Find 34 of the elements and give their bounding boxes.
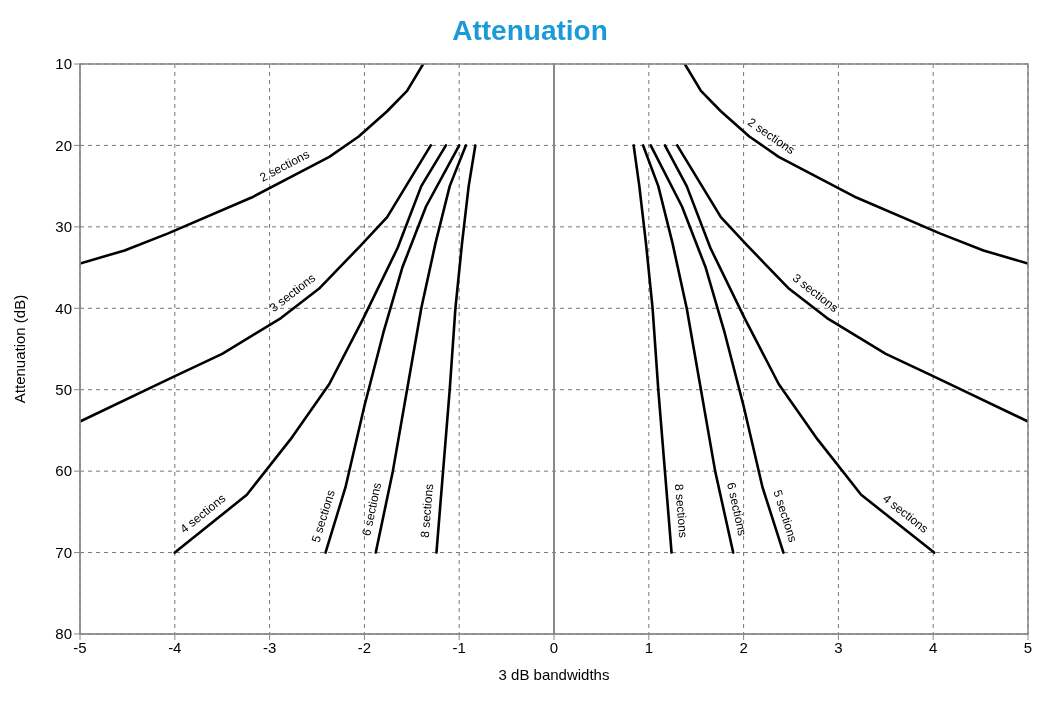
x-tick-label: -4 bbox=[168, 638, 182, 656]
y-tick-label: 70 bbox=[55, 543, 72, 561]
line-series bbox=[632, 144, 673, 554]
x-tick-label: 4 bbox=[929, 638, 938, 656]
x-tick-label: -5 bbox=[73, 638, 87, 656]
y-tick-label: 30 bbox=[55, 218, 72, 236]
text: 6 sections bbox=[724, 481, 750, 537]
text: 8 sections bbox=[671, 483, 691, 539]
text: 5 sections bbox=[308, 488, 338, 545]
y-axis-title: Attenuation (dB) bbox=[11, 294, 29, 404]
x-axis-title: 3 dB bandwidths bbox=[498, 666, 610, 683]
x-tick-label: -3 bbox=[262, 638, 277, 656]
y-tick-label: 50 bbox=[55, 381, 72, 399]
text: 5 sections bbox=[770, 488, 801, 544]
y-tick-label: 60 bbox=[55, 462, 72, 480]
y-tick-label: 20 bbox=[55, 136, 72, 154]
x-tick-label: -1 bbox=[452, 638, 466, 656]
x-tick-label: -2 bbox=[357, 638, 372, 656]
y-tick-label: 40 bbox=[55, 299, 72, 317]
line-series bbox=[173, 144, 448, 554]
chart-title: Attenuation bbox=[451, 14, 609, 48]
text: 6 sections bbox=[359, 481, 385, 538]
x-tick-label: 2 bbox=[739, 638, 748, 656]
line-series bbox=[80, 64, 425, 265]
y-tick-label: 10 bbox=[55, 55, 72, 73]
line-series bbox=[80, 144, 433, 423]
x-tick-label: 0 bbox=[549, 638, 559, 656]
x-tick-label: 3 bbox=[834, 638, 843, 656]
x-tick-label: 5 bbox=[1023, 638, 1033, 656]
y-tick-label: 80 bbox=[55, 625, 72, 643]
line-series bbox=[683, 64, 1028, 265]
text: 8 sections bbox=[417, 483, 437, 539]
x-tick-label: 1 bbox=[644, 638, 653, 656]
line-series bbox=[435, 144, 477, 554]
